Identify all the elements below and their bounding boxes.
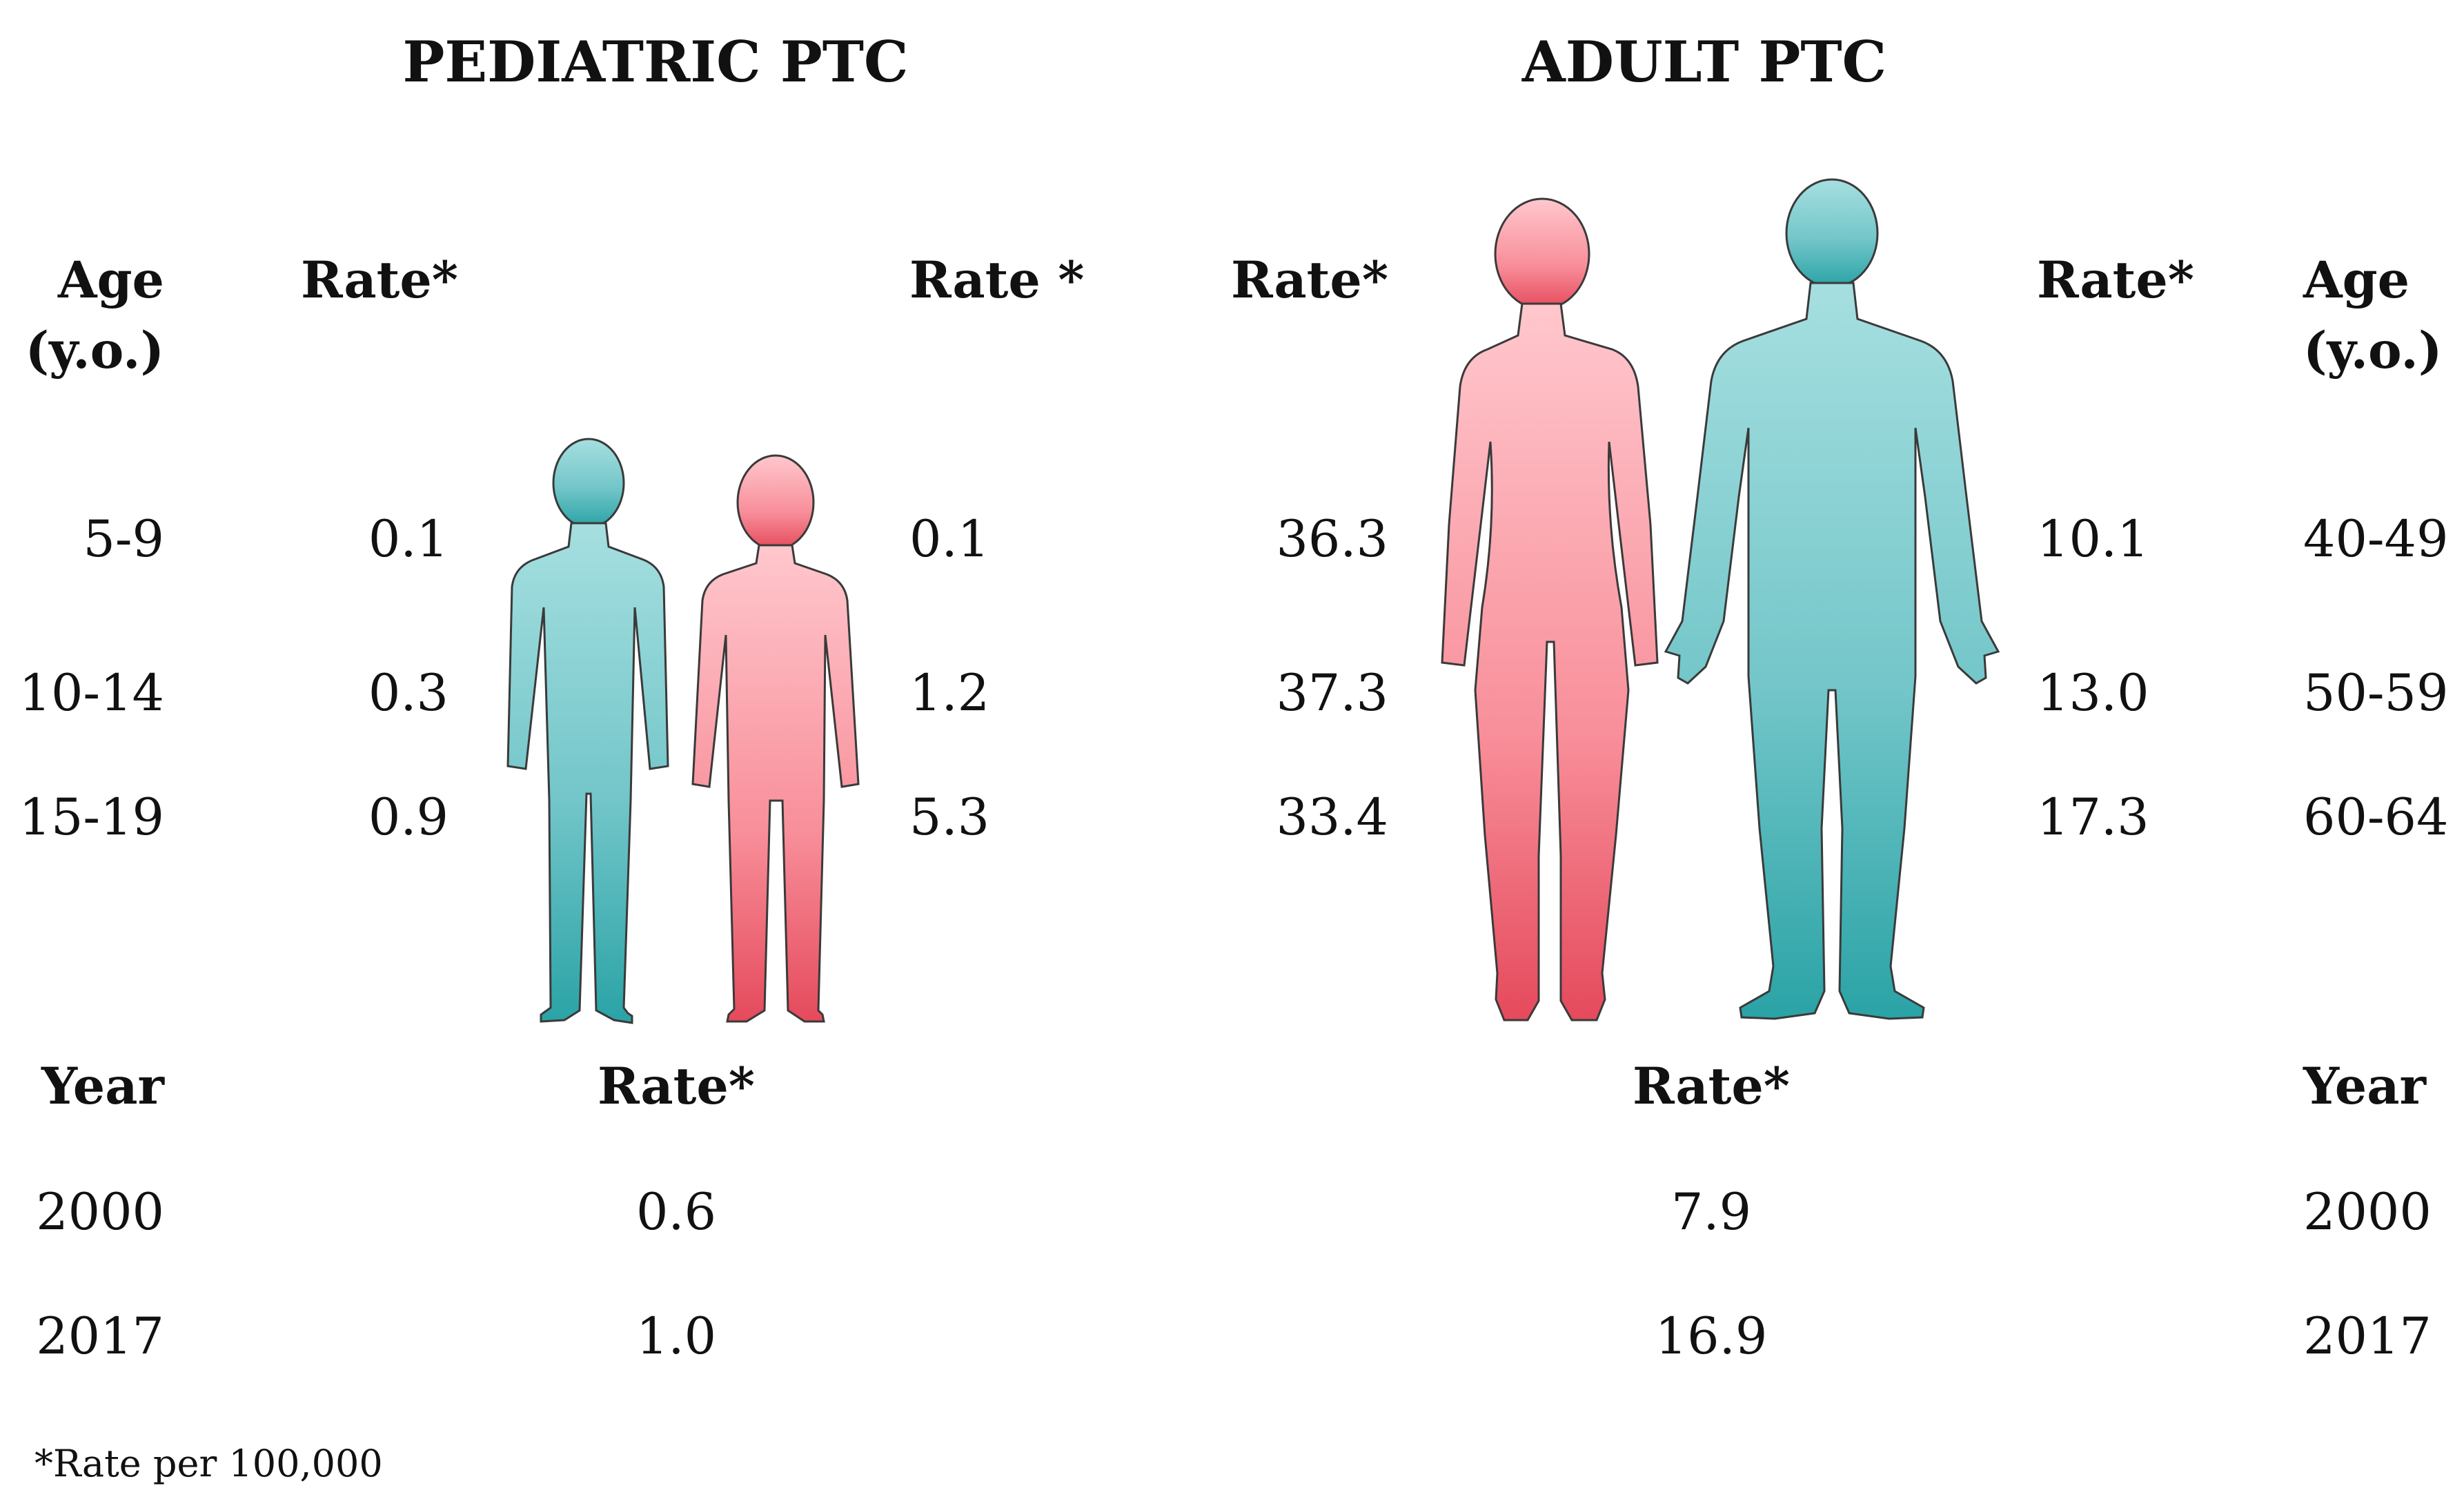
adult-year-rate-cell: 16.9	[1655, 1307, 1768, 1366]
adult-female-rate-cell: 37.3	[1276, 664, 1388, 723]
pediatric-age-cell: 5-9	[83, 510, 164, 569]
adult-male-rate-header: Rate*	[2037, 251, 2194, 310]
adult-age-cell: 40-49	[2303, 510, 2449, 569]
pediatric-female-rate-header: Rate *	[909, 251, 1085, 310]
adult-age-header-line2: (y.o.)	[2303, 321, 2443, 380]
pediatric-female-rate-cell: 0.1	[909, 510, 990, 569]
adult-age-cell: 60-64	[2303, 788, 2449, 847]
pediatric-year-rate-cell: 1.0	[635, 1307, 717, 1366]
pediatric-year-rate-header: Rate*	[598, 1057, 755, 1116]
pediatric-year-cell: 2017	[36, 1307, 164, 1366]
adult-title: ADULT PTC	[1521, 30, 1887, 95]
pediatric-female-rate-cell: 1.2	[909, 664, 990, 723]
pediatric-year-rate-cell: 0.6	[635, 1183, 717, 1242]
pediatric-female-rate-cell: 5.3	[909, 788, 990, 847]
pediatric-year-header: Year	[41, 1057, 164, 1116]
pediatric-age-cell: 10-14	[19, 664, 164, 723]
adult-age-header-line1: Age	[2303, 251, 2410, 310]
pediatric-male-rate-cell: 0.3	[368, 664, 449, 723]
adult-male-rate-cell: 17.3	[2037, 788, 2149, 847]
adult-year-header: Year	[2303, 1057, 2426, 1116]
adult-female-rate-cell: 36.3	[1276, 510, 1388, 569]
adult-male-rate-cell: 10.1	[2037, 510, 2149, 569]
adult-year-cell: 2017	[2303, 1307, 2432, 1366]
adult-age-cell: 50-59	[2303, 664, 2449, 723]
boy-silhouette-icon	[506, 438, 669, 1024]
pediatric-male-rate-cell: 0.9	[368, 788, 449, 847]
adult-male-rate-cell: 13.0	[2037, 664, 2149, 723]
adult-female-rate-header: Rate*	[1231, 251, 1388, 310]
footnote: *Rate per 100,000	[35, 1442, 383, 1485]
adult-female-rate-cell: 33.4	[1276, 788, 1388, 847]
pediatric-age-header-line1: Age	[57, 251, 164, 310]
pediatric-male-rate-cell: 0.1	[368, 510, 449, 569]
pediatric-age-header-line2: (y.o.)	[25, 321, 164, 380]
pediatric-title: PEDIATRIC PTC	[402, 30, 909, 95]
adult-year-cell: 2000	[2303, 1183, 2432, 1242]
pediatric-age-cell: 15-19	[19, 788, 164, 847]
pediatric-year-cell: 2000	[36, 1183, 164, 1242]
girl-silhouette-icon	[691, 454, 860, 1023]
adult-year-rate-header: Rate*	[1633, 1057, 1790, 1116]
adult-year-rate-cell: 7.9	[1670, 1183, 1752, 1242]
woman-silhouette-icon	[1441, 197, 1659, 1021]
man-silhouette-icon	[1664, 178, 2000, 1020]
pediatric-male-rate-header: Rate*	[301, 251, 458, 310]
